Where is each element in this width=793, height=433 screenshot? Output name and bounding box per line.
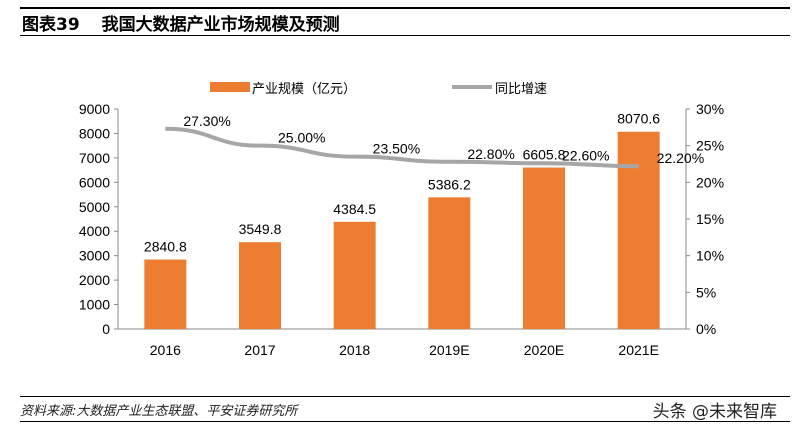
right-tick-label: 0%	[696, 321, 716, 337]
x-tick-label: 2016	[150, 342, 181, 358]
line-label: 22.60%	[562, 147, 609, 163]
right-tick-label: 15%	[696, 211, 724, 227]
legend-bar-label: 产业规模（亿元）	[252, 81, 356, 96]
right-tick-label: 5%	[696, 284, 716, 300]
x-tick-label: 2021E	[618, 342, 658, 358]
watermark: 头条 @未来智库	[652, 402, 777, 422]
chart: 0 1000 2000 3000 4000 5000 6000 7000 8000 9000 0% 5…	[79, 81, 724, 358]
x-tick-label: 2019E	[429, 342, 469, 358]
left-tick-label: 2000	[79, 272, 110, 288]
line-label: 27.30%	[183, 113, 230, 129]
x-tick-label: 2020E	[524, 342, 564, 358]
bar-label: 2840.8	[144, 239, 187, 255]
legend-line-label: 同比增速	[495, 81, 547, 96]
growth-line	[165, 126, 639, 169]
left-tick-label: 8000	[79, 125, 110, 141]
right-tick-label: 30%	[696, 101, 724, 117]
left-tick-label: 5000	[79, 199, 110, 215]
line-label: 22.80%	[467, 146, 514, 162]
title-rule	[20, 35, 790, 36]
left-tick-label: 3000	[79, 248, 110, 264]
left-tick-label: 1000	[79, 297, 110, 313]
figure-title: 图表39 我国大数据产业市场规模及预测	[22, 10, 362, 35]
bar-label: 6605.8	[523, 147, 566, 163]
x-tick-label: 2017	[244, 342, 275, 358]
left-tick-label: 0	[102, 321, 110, 337]
bar-2017	[239, 242, 281, 329]
left-tick-label: 9000	[79, 101, 110, 117]
bar-label: 5386.2	[428, 176, 471, 192]
line-label: 22.20%	[657, 150, 704, 166]
bar-2020E	[523, 167, 565, 329]
left-tick-label: 7000	[79, 150, 110, 166]
bar-label: 8070.6	[617, 111, 660, 127]
left-tick-label: 6000	[79, 174, 110, 190]
source-top-rule	[20, 396, 790, 397]
source-note: 资料来源:大数据产业生态联盟、平安证券研究所	[20, 404, 298, 419]
x-tick-label: 2018	[339, 342, 370, 358]
bar-2021E	[617, 131, 660, 329]
figure-number: 图表39	[22, 15, 80, 35]
legend-bar-swatch	[210, 82, 250, 92]
figure-heading: 我国大数据产业市场规模及预测	[101, 15, 340, 35]
line-label: 25.00%	[278, 130, 325, 146]
bar-label: 4384.5	[333, 201, 376, 217]
bar-2018	[333, 221, 376, 329]
top-rule	[20, 7, 790, 9]
bar-label: 3549.8	[239, 221, 282, 237]
right-tick-label: 20%	[696, 174, 724, 190]
bar-2019E	[428, 197, 471, 329]
bar-2016	[144, 259, 187, 329]
right-tick-label: 10%	[696, 248, 724, 264]
bottom-rule	[20, 421, 790, 422]
right-tick-label: 25%	[696, 138, 724, 154]
line-label: 23.50%	[373, 141, 420, 157]
left-tick-label: 4000	[79, 223, 110, 239]
